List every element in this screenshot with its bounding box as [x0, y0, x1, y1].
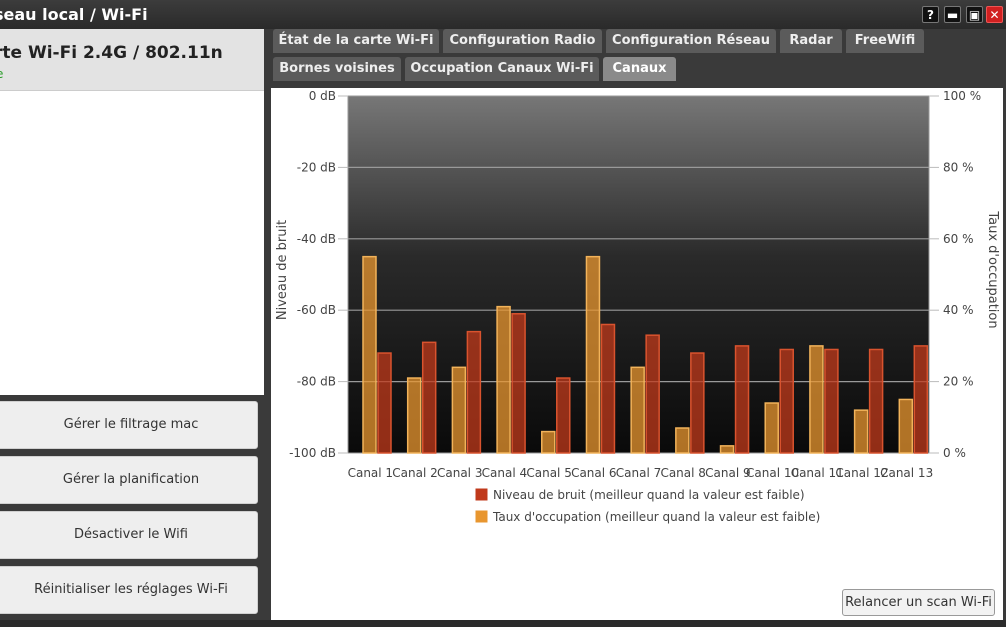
- bar-noise[interactable]: [913, 345, 929, 454]
- y-tick-left: 0 dB: [309, 89, 336, 103]
- channels-chart: 0 dB -20 dB -40 dB -60 dB -80 dB -100 dB 100 …: [275, 89, 1000, 524]
- bar-occupation[interactable]: [451, 366, 467, 454]
- y-tick-left: -40 dB: [297, 232, 336, 246]
- y-tick-left: -80 dB: [297, 375, 336, 389]
- tab-config-reseau[interactable]: Configuration Réseau: [606, 29, 776, 53]
- close-button[interactable]: ✕: [986, 6, 1003, 23]
- title-bar: seau local / Wi-Fi ? ▬ ▣ ✕: [0, 0, 1006, 29]
- x-tick-label: Canal 10: [746, 466, 799, 480]
- tab-canaux[interactable]: Canaux: [603, 57, 676, 81]
- y-tick-left: -100 dB: [289, 446, 336, 460]
- card-title: rte Wi-Fi 2.4G / 802.11n: [0, 43, 223, 63]
- bar-occupation[interactable]: [362, 255, 377, 454]
- bar-noise[interactable]: [824, 348, 839, 454]
- bar-occupation[interactable]: [630, 366, 645, 454]
- content-panel: 0 dB -20 dB -40 dB -60 dB -80 dB -100 dB 100 …: [271, 88, 1003, 620]
- help-button[interactable]: ?: [922, 6, 939, 23]
- x-tick-label: Canal 11: [791, 466, 844, 480]
- bar-noise[interactable]: [421, 341, 437, 454]
- minimize-button[interactable]: ▬: [944, 6, 961, 23]
- tab-occupation-canaux[interactable]: Occupation Canaux Wi-Fi: [405, 57, 599, 81]
- x-tick-label: Canal 5: [526, 466, 571, 480]
- y-tick-left: -20 dB: [297, 160, 336, 174]
- bar-occupation[interactable]: [809, 345, 824, 454]
- x-tick-label: Canal 7: [616, 466, 661, 480]
- bar-noise[interactable]: [466, 330, 482, 454]
- bar-noise[interactable]: [868, 348, 884, 454]
- y-tick-right: 0 %: [943, 446, 966, 460]
- tab-config-radio[interactable]: Configuration Radio: [443, 29, 602, 53]
- card-status: e: [0, 67, 3, 81]
- bar-noise[interactable]: [734, 345, 750, 454]
- bar-noise[interactable]: [377, 352, 392, 454]
- y-axis-label-right: Taux d'occupation: [985, 210, 1000, 328]
- y-tick-right: 80 %: [943, 160, 974, 174]
- legend-label[interactable]: Taux d'occupation (meilleur quand la val…: [492, 510, 820, 524]
- bar-noise[interactable]: [556, 377, 571, 454]
- rescan-wifi-button[interactable]: Relancer un scan Wi-Fi: [842, 589, 995, 616]
- y-tick-right: 100 %: [943, 89, 981, 103]
- tab-bornes-voisines[interactable]: Bornes voisines: [273, 57, 401, 81]
- bar-occupation[interactable]: [406, 377, 422, 454]
- x-tick-label: Canal 6: [571, 466, 616, 480]
- bar-noise[interactable]: [511, 313, 526, 454]
- bar-occupation[interactable]: [585, 255, 601, 454]
- x-tick-label: Canal 9: [705, 466, 750, 480]
- bottom-bar: [0, 620, 1006, 627]
- x-tick-label: Canal 13: [880, 466, 933, 480]
- x-tick-label: Canal 12: [835, 466, 888, 480]
- bar-noise[interactable]: [779, 348, 794, 454]
- x-tick-label: Canal 2: [392, 466, 437, 480]
- tab-radar[interactable]: Radar: [780, 29, 842, 53]
- bar-occupation[interactable]: [719, 445, 735, 454]
- x-tick-label: Canal 8: [660, 466, 705, 480]
- bar-occupation[interactable]: [496, 305, 511, 454]
- legend-swatch: [474, 509, 489, 524]
- x-tick-label: Canal 3: [437, 466, 482, 480]
- x-tick-label: Canal 4: [482, 466, 527, 480]
- legend-swatch: [474, 487, 489, 502]
- bar-occupation[interactable]: [675, 427, 690, 454]
- bar-occupation[interactable]: [764, 402, 779, 454]
- bar-occupation[interactable]: [541, 430, 556, 454]
- y-tick-left: -60 dB: [297, 303, 336, 317]
- reset-wifi-button[interactable]: Réinitialiser les réglages Wi-Fi: [0, 566, 258, 614]
- bar-noise[interactable]: [600, 323, 616, 454]
- y-tick-right: 60 %: [943, 232, 974, 246]
- x-tick-label: Canal 1: [348, 466, 393, 480]
- bar-noise[interactable]: [690, 352, 705, 454]
- bar-occupation[interactable]: [898, 398, 914, 454]
- y-tick-right: 20 %: [943, 375, 974, 389]
- mac-filter-button[interactable]: Gérer le filtrage mac: [0, 401, 258, 449]
- tab-freewifi[interactable]: FreeWifi: [846, 29, 924, 53]
- y-axis-label-left: Niveau de bruit: [275, 220, 290, 320]
- bar-noise[interactable]: [645, 334, 660, 454]
- bar-occupation[interactable]: [853, 409, 869, 454]
- window-title: seau local / Wi-Fi: [0, 5, 148, 24]
- maximize-button[interactable]: ▣: [966, 6, 983, 23]
- disable-wifi-button[interactable]: Désactiver le Wifi: [0, 511, 258, 559]
- y-tick-right: 40 %: [943, 303, 974, 317]
- legend-label[interactable]: Niveau de bruit (meilleur quand la valeu…: [493, 488, 805, 502]
- tab-etat-carte[interactable]: État de la carte Wi-Fi: [273, 29, 439, 53]
- left-header: rte Wi-Fi 2.4G / 802.11n e: [0, 29, 264, 91]
- schedule-button[interactable]: Gérer la planification: [0, 456, 258, 504]
- left-panel: rte Wi-Fi 2.4G / 802.11n e: [0, 29, 264, 395]
